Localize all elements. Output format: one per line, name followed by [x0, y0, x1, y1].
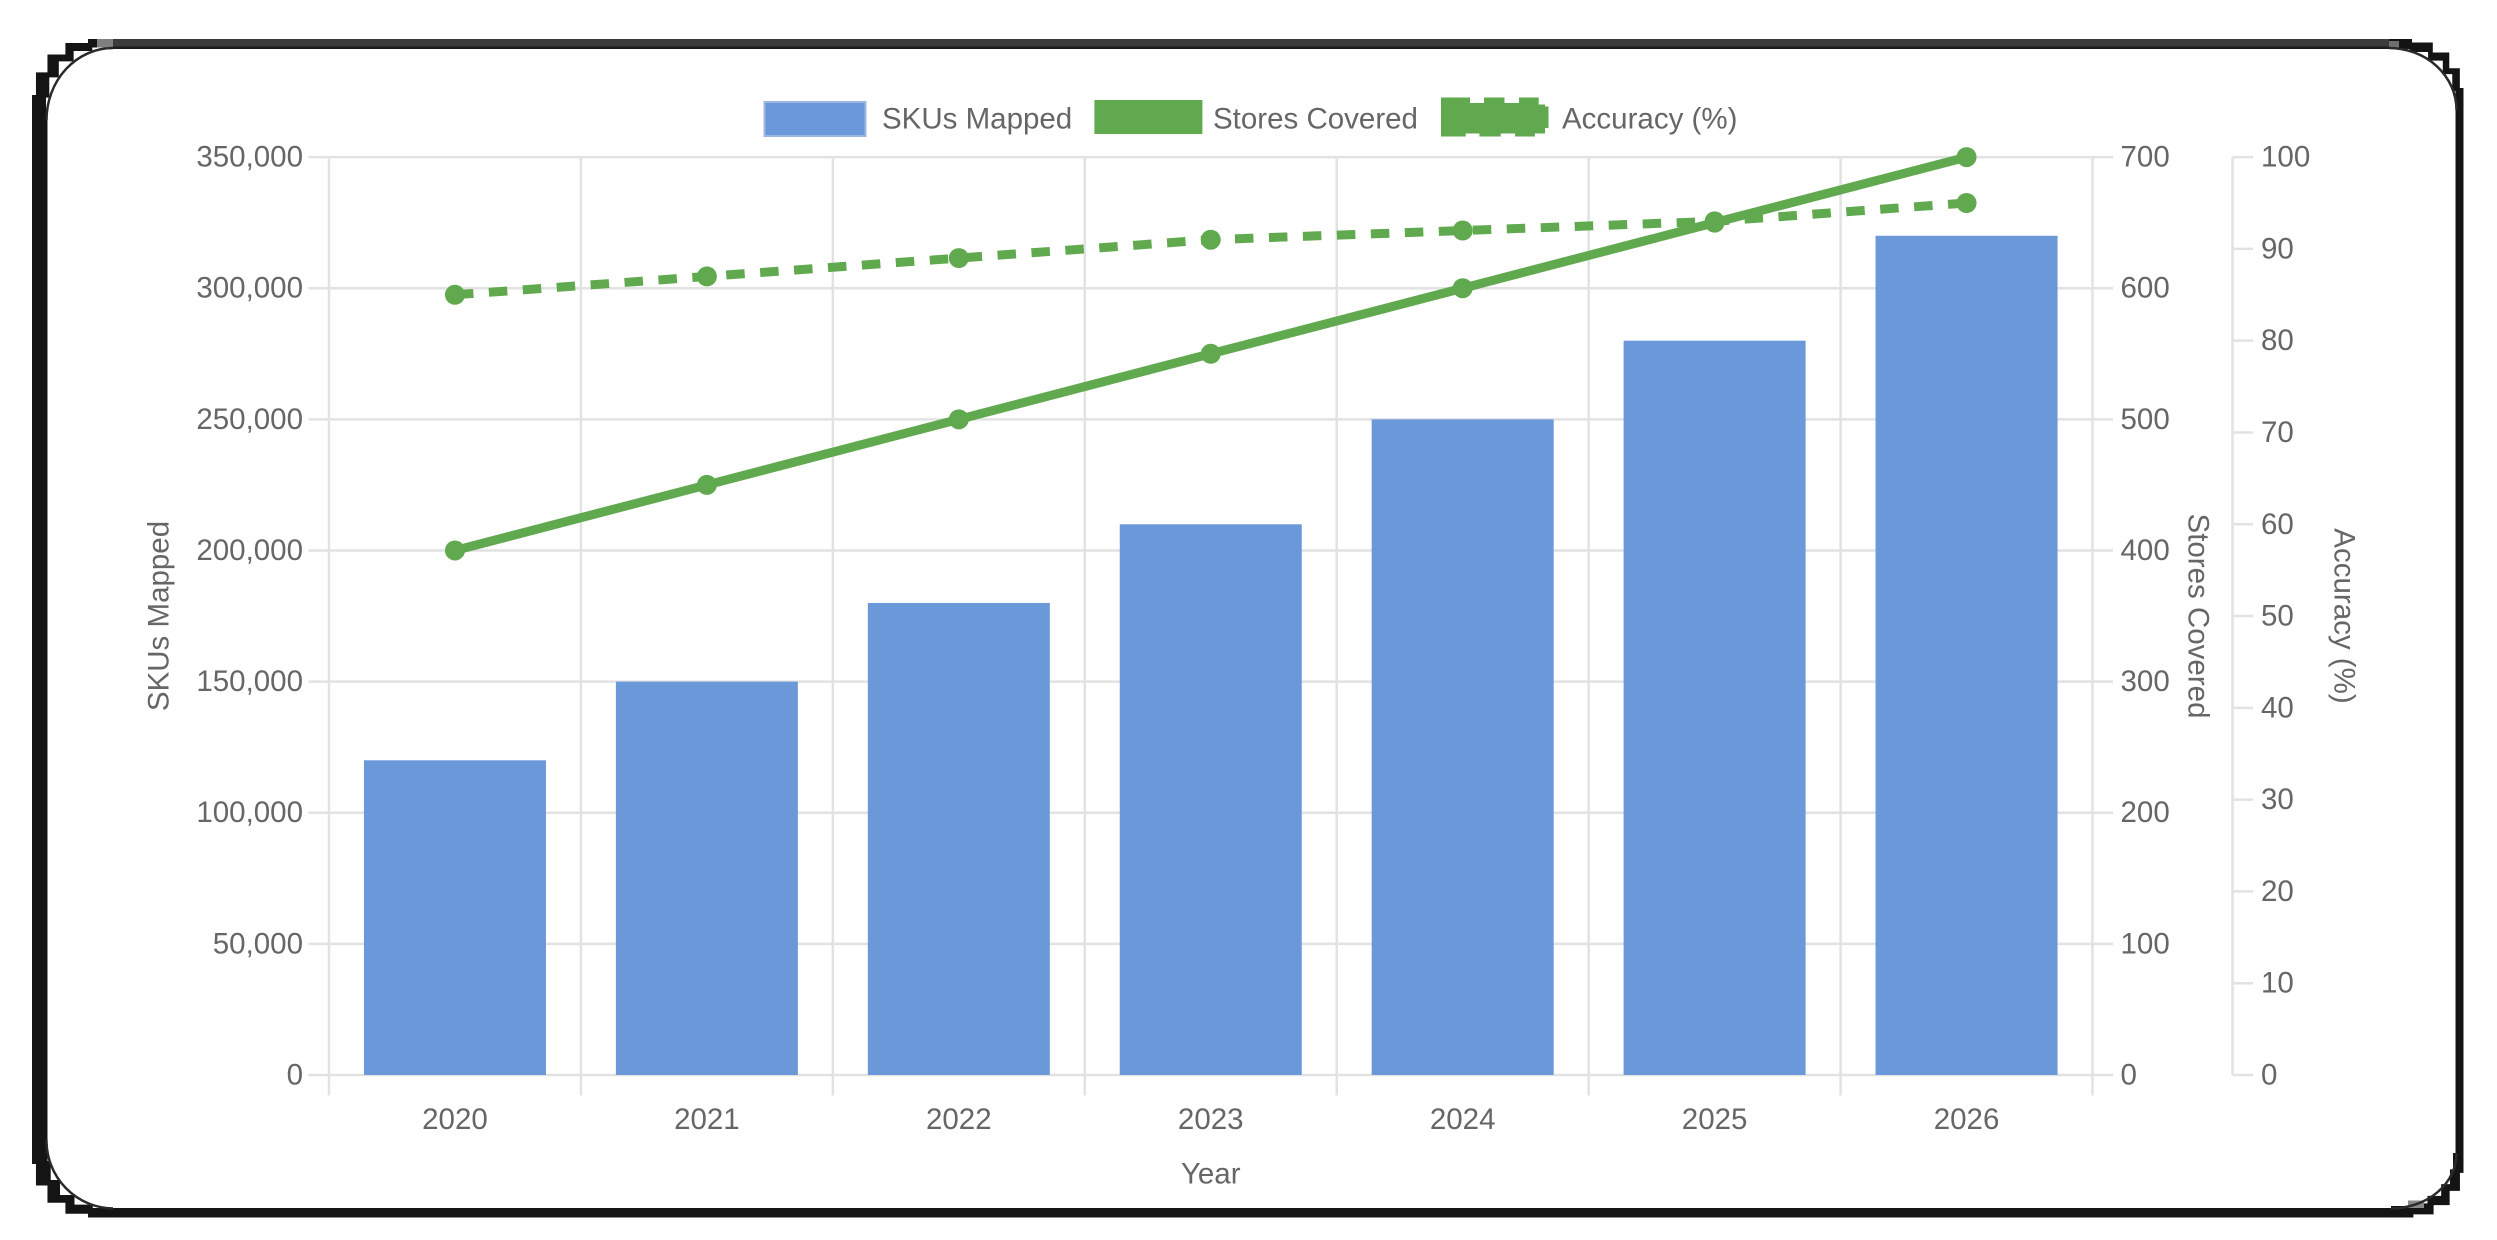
- svg-text:2026: 2026: [1934, 1103, 2000, 1136]
- svg-text:40: 40: [2261, 691, 2294, 724]
- svg-text:200: 200: [2121, 796, 2170, 829]
- svg-text:100,000: 100,000: [196, 796, 303, 829]
- svg-text:600: 600: [2121, 272, 2170, 305]
- svg-text:Accuracy (%): Accuracy (%): [2328, 528, 2361, 703]
- svg-text:30: 30: [2261, 783, 2294, 816]
- svg-text:700: 700: [2121, 141, 2170, 174]
- svg-text:50,000: 50,000: [213, 927, 303, 960]
- svg-text:2022: 2022: [926, 1103, 992, 1136]
- svg-text:Accuracy (%): Accuracy (%): [1562, 103, 1737, 136]
- svg-text:2023: 2023: [1178, 1103, 1244, 1136]
- svg-text:100: 100: [2121, 927, 2170, 960]
- svg-text:100: 100: [2261, 141, 2310, 174]
- svg-text:2020: 2020: [422, 1103, 488, 1136]
- svg-text:70: 70: [2261, 416, 2294, 449]
- svg-text:2025: 2025: [1682, 1103, 1748, 1136]
- svg-text:0: 0: [2121, 1059, 2137, 1092]
- svg-text:0: 0: [287, 1059, 303, 1092]
- svg-text:Stores Covered: Stores Covered: [2182, 514, 2215, 719]
- svg-text:80: 80: [2261, 324, 2294, 357]
- svg-text:350,000: 350,000: [196, 141, 303, 174]
- svg-text:200,000: 200,000: [196, 534, 303, 567]
- svg-text:Stores Covered: Stores Covered: [1213, 103, 1418, 136]
- svg-text:0: 0: [2261, 1059, 2277, 1092]
- svg-text:10: 10: [2261, 967, 2294, 1000]
- svg-text:250,000: 250,000: [196, 403, 303, 436]
- svg-text:500: 500: [2121, 403, 2170, 436]
- svg-text:SKUs Mapped: SKUs Mapped: [143, 521, 176, 711]
- svg-text:SKUs Mapped: SKUs Mapped: [882, 103, 1072, 136]
- svg-text:20: 20: [2261, 875, 2294, 908]
- svg-text:300: 300: [2121, 665, 2170, 698]
- svg-text:50: 50: [2261, 600, 2294, 633]
- svg-text:2024: 2024: [1430, 1103, 1496, 1136]
- svg-text:2021: 2021: [674, 1103, 740, 1136]
- svg-text:60: 60: [2261, 508, 2294, 541]
- svg-text:300,000: 300,000: [196, 272, 303, 305]
- svg-text:90: 90: [2261, 232, 2294, 265]
- svg-text:150,000: 150,000: [196, 665, 303, 698]
- svg-text:400: 400: [2121, 534, 2170, 567]
- svg-text:Year: Year: [1181, 1158, 1241, 1191]
